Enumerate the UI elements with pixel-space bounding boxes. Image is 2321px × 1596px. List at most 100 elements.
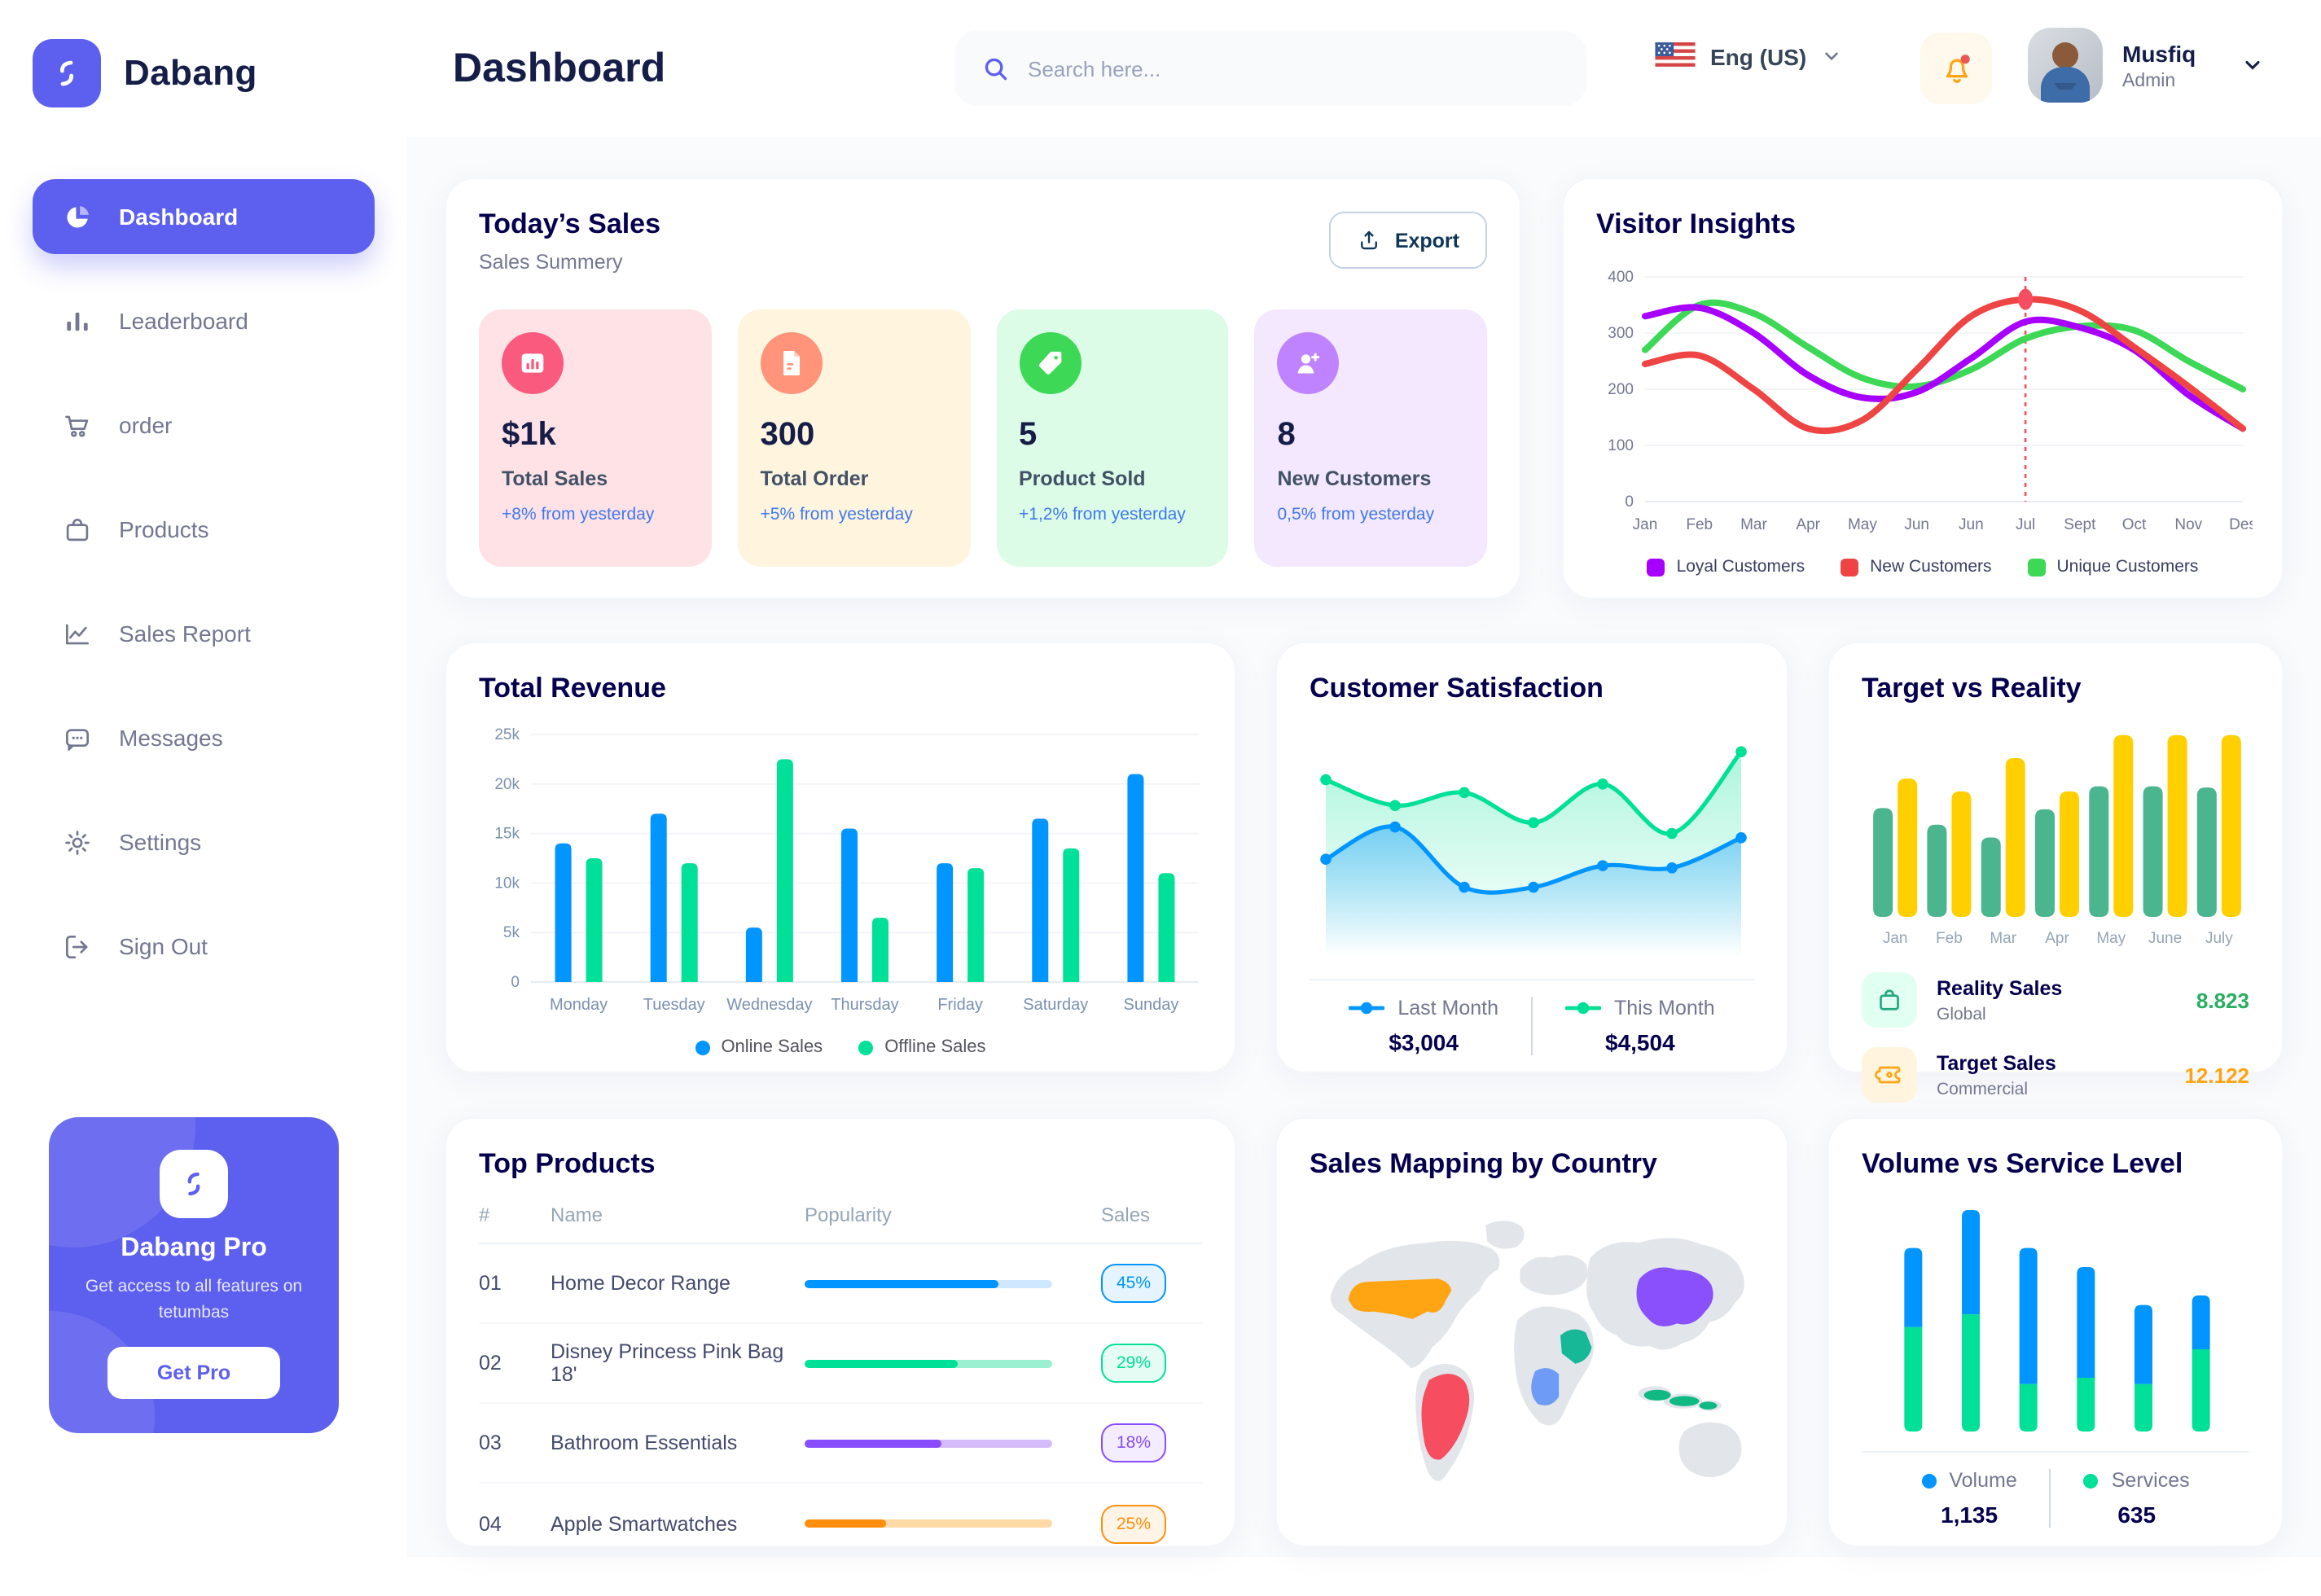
column-header: Name [551, 1204, 603, 1226]
legend-value: 1,135 [1941, 1502, 1999, 1528]
legend-swatch [1565, 1002, 1601, 1015]
svg-text:Nov: Nov [2174, 516, 2202, 533]
sidebar-item-dashboard[interactable]: Dashboard [33, 179, 375, 254]
svg-text:Apr: Apr [1796, 516, 1820, 533]
avatar [2028, 28, 2103, 103]
legend-value: $3,004 [1389, 1029, 1459, 1055]
sidebar-item-messages[interactable]: Messages [33, 700, 375, 775]
stat-card-new-customers: 8 New Customers 0,5% from yesterday [1254, 309, 1487, 567]
world-map [1330, 1221, 1744, 1481]
chevron-down-icon [1821, 46, 1842, 67]
dabang-pro-logo-icon [160, 1150, 228, 1218]
column-header: # [479, 1204, 490, 1226]
stat-label: New Customers [1277, 467, 1432, 490]
svg-text:Mar: Mar [1990, 930, 2016, 947]
country-saudi-arabia [1560, 1329, 1592, 1364]
stats-icon [502, 332, 564, 394]
svg-text:200: 200 [1608, 381, 1634, 398]
svg-text:Tuesday: Tuesday [643, 996, 705, 1014]
gear-icon [62, 826, 93, 857]
pro-card: Dabang Pro Get access to all features on… [49, 1117, 339, 1433]
legend-swatch [1647, 558, 1665, 576]
language-selector[interactable]: Eng (US) [1655, 42, 1842, 70]
svg-text:Jan: Jan [1883, 930, 1908, 947]
legend-item-services: Services 635 [2049, 1469, 2222, 1528]
legend-item-offline-sales: Offline Sales [858, 1037, 986, 1057]
svg-text:Jun: Jun [1904, 516, 1929, 533]
sidebar-item-leaderboard[interactable]: Leaderboard [33, 283, 375, 358]
legend-item-loyal-customers: Loyal Customers [1647, 557, 1805, 577]
search-input[interactable] [1028, 56, 1560, 81]
popularity-bar [805, 1519, 1052, 1528]
dabang-logo-icon [33, 39, 101, 107]
svg-text:Jun: Jun [1959, 516, 1984, 533]
product-name: Home Decor Range [551, 1272, 731, 1295]
stat-card-total-sales: $1k Total Sales +8% from yesterday [479, 309, 712, 567]
sidebar-item-order[interactable]: order [33, 388, 375, 463]
volume-vs-service-card: Volume vs Service Level Volume 1,135 Servi… [1827, 1117, 2284, 1547]
stat-label: Product Sold [1019, 467, 1146, 490]
svg-text:Feb: Feb [1936, 930, 1963, 947]
svg-text:100: 100 [1608, 437, 1634, 454]
get-pro-button[interactable]: Get Pro [107, 1346, 280, 1398]
svg-text:20k: 20k [494, 776, 520, 793]
continent-greenland [1485, 1221, 1525, 1249]
sidebar-item-sales-report[interactable]: Sales Report [33, 596, 375, 671]
page-title: Dashboard [453, 45, 666, 90]
total-revenue-card: Total Revenue 0 5k 10k 15k 20k 25k Monday Tuesd… [445, 642, 1236, 1073]
svg-text:Thursday: Thursday [831, 996, 898, 1014]
brand: Dabang [0, 0, 407, 107]
sidebar-item-label: Leaderboard [119, 308, 248, 334]
sidebar-item-label: order [119, 412, 173, 438]
legend-item-this-month: This Month $4,504 [1531, 997, 1748, 1055]
legend-swatch [1841, 558, 1859, 576]
sidebar-item-sign-out[interactable]: Sign Out [33, 909, 375, 984]
svg-text:300: 300 [1608, 325, 1634, 342]
visitor-insights-legend: Loyal Customers New Customers Unique Custo… [1596, 557, 2249, 577]
sidebar-item-label: Settings [119, 829, 202, 855]
sidebar-item-label: Products [119, 516, 209, 542]
sidebar-item-products[interactable]: Products [33, 492, 375, 567]
legend-item-unique-customers: Unique Customers [2027, 557, 2198, 577]
legend-item-online-sales: Online Sales [695, 1037, 823, 1057]
stat-delta: +1,2% from yesterday [1019, 505, 1186, 524]
sidebar-item-label: Dashboard [119, 204, 239, 230]
sidebar-item-label: Messages [119, 725, 223, 751]
user-plus-icon [1277, 332, 1340, 394]
target-vs-reality-title: Target vs Reality [1862, 673, 2082, 704]
export-button[interactable]: Export [1329, 212, 1487, 269]
stat-delta: +5% from yesterday [760, 505, 913, 524]
sidebar-nav: Dashboard Leaderboard order Products Sales R… [0, 179, 407, 984]
line-chart-icon [62, 618, 93, 649]
svg-text:May: May [1848, 516, 1877, 533]
user-role: Admin [2122, 71, 2176, 90]
pro-card-description: Get access to all features on tetumbas [85, 1277, 303, 1322]
legend-item-target-sales: Target Sales Commercial 12.122 [1862, 1047, 2249, 1103]
divider [1310, 979, 1754, 980]
product-rank: 02 [479, 1352, 502, 1375]
svg-text:Wednesday: Wednesday [726, 996, 812, 1014]
svg-text:Jul: Jul [2016, 516, 2035, 533]
customer-satisfaction-card: Customer Satisfaction Last Month $3,004 Th… [1275, 642, 1788, 1073]
sales-mapping-title: Sales Mapping by Country [1310, 1148, 1657, 1179]
visitor-insights-title: Visitor Insights [1596, 208, 1796, 239]
export-icon [1361, 230, 1378, 250]
sales-badge: 29% [1101, 1344, 1166, 1383]
svg-text:Friday: Friday [937, 996, 983, 1014]
sidebar-item-label: Sign Out [119, 933, 208, 959]
top-products-rows: 01 Home Decor Range 45% 02 Disney Princes… [479, 1244, 1202, 1563]
todays-sales-card: Today’s Sales Sales Summery Export $1k T… [445, 178, 1521, 599]
pie-chart-icon [62, 201, 93, 232]
legend-swatch [2083, 1473, 2099, 1488]
volume-vs-service-legend: Volume 1,135 Services 635 [1862, 1469, 2249, 1528]
svg-text:25k: 25k [494, 726, 520, 743]
stat-value: $1k [502, 417, 556, 453]
notifications-button[interactable] [1920, 33, 1992, 104]
bag-icon [62, 514, 93, 545]
user-menu[interactable]: Musfiq Admin [2028, 28, 2264, 103]
receipt-icon [760, 332, 823, 394]
stat-delta: +8% from yesterday [502, 505, 655, 524]
svg-text:Apr: Apr [2045, 930, 2069, 947]
sidebar-item-settings[interactable]: Settings [33, 805, 375, 879]
svg-text:0: 0 [1625, 493, 1634, 511]
